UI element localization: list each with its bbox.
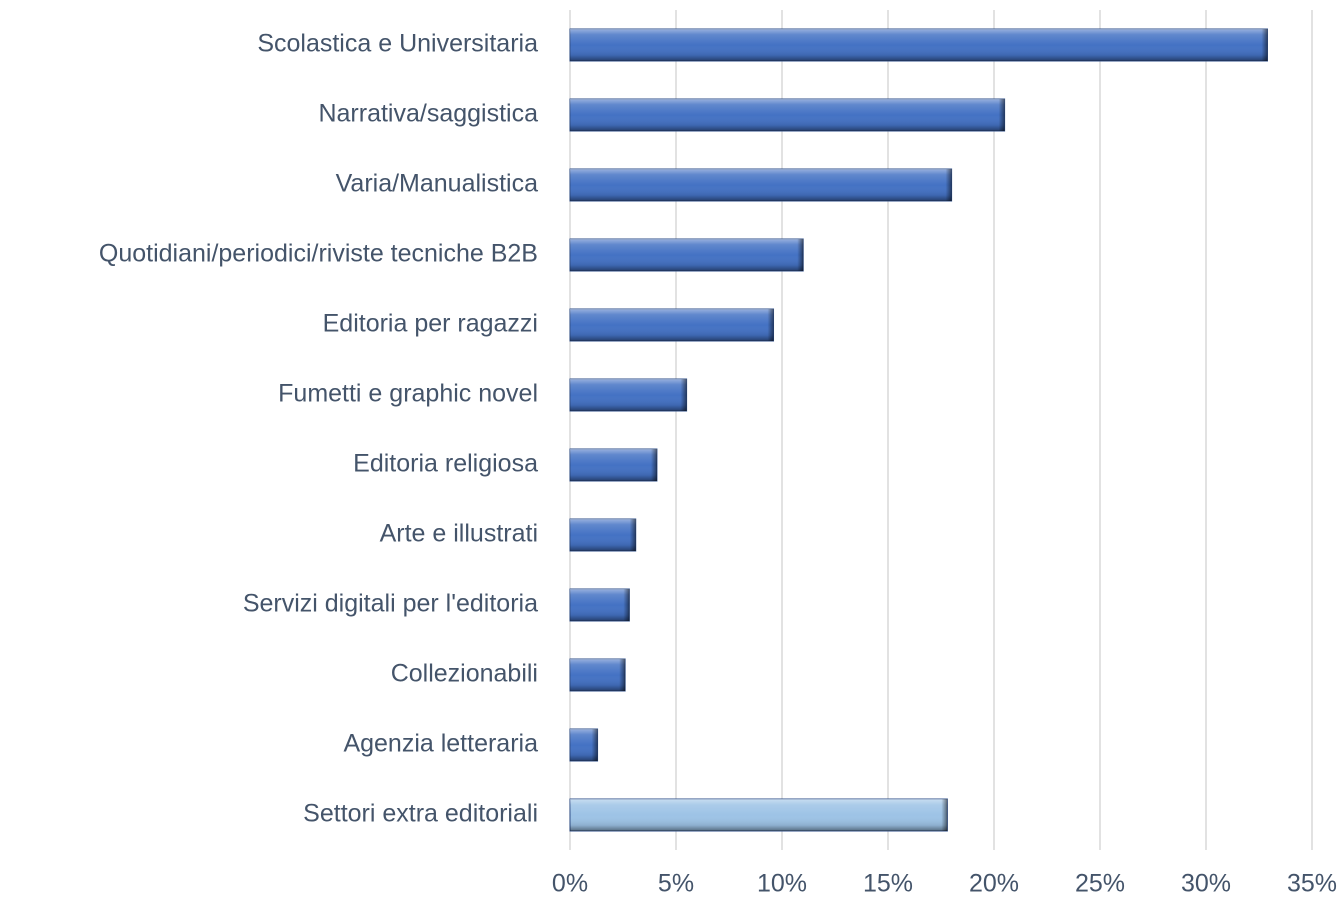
y-tick-label: Editoria religiosa	[353, 450, 538, 478]
x-tick-label: 15%	[863, 870, 913, 898]
bar-bevel	[570, 99, 1005, 131]
x-tick-label: 5%	[658, 870, 694, 898]
bar-edge	[941, 799, 948, 831]
y-tick-label: Collezionabili	[391, 660, 538, 688]
x-tick-label: 35%	[1287, 870, 1337, 898]
x-tick-label: 20%	[969, 870, 1019, 898]
bar-bevel	[570, 659, 626, 691]
bar-bevel	[570, 169, 952, 201]
bar-edge	[650, 449, 657, 481]
bar-bevel	[570, 309, 774, 341]
x-tick-label: 30%	[1181, 870, 1231, 898]
y-tick-label: Settori extra editoriali	[303, 800, 538, 828]
x-tick-label: 10%	[757, 870, 807, 898]
bar-edge	[797, 239, 804, 271]
bar-edge	[619, 659, 626, 691]
bar-bevel	[570, 589, 630, 621]
y-tick-label: Fumetti e graphic novel	[278, 380, 538, 408]
x-tick-label: 0%	[552, 870, 588, 898]
y-tick-label: Narrativa/saggistica	[318, 100, 538, 128]
bar-edge	[998, 99, 1005, 131]
y-tick-label: Servizi digitali per l'editoria	[243, 590, 538, 618]
bar-bevel	[570, 799, 948, 831]
y-tick-label: Varia/Manualistica	[336, 170, 539, 198]
bar-bevel	[570, 29, 1268, 61]
bar-edge	[680, 379, 687, 411]
y-tick-label: Agenzia letteraria	[343, 730, 538, 758]
bar-edge	[767, 309, 774, 341]
y-tick-label: Quotidiani/periodici/riviste tecniche B2…	[99, 240, 538, 268]
x-tick-label: 25%	[1075, 870, 1125, 898]
bar-bevel	[570, 519, 636, 551]
bar-edge	[1261, 29, 1268, 61]
bar-edge	[623, 589, 630, 621]
y-tick-label: Arte e illustrati	[380, 520, 538, 548]
bar-edge	[591, 729, 598, 761]
y-tick-label: Editoria per ragazzi	[323, 310, 538, 338]
y-tick-label: Scolastica e Universitaria	[257, 30, 538, 58]
bar-bevel	[570, 449, 657, 481]
bar-bevel	[570, 239, 804, 271]
bar-edge	[945, 169, 952, 201]
bar-bevel	[570, 379, 687, 411]
bar-edge	[629, 519, 636, 551]
